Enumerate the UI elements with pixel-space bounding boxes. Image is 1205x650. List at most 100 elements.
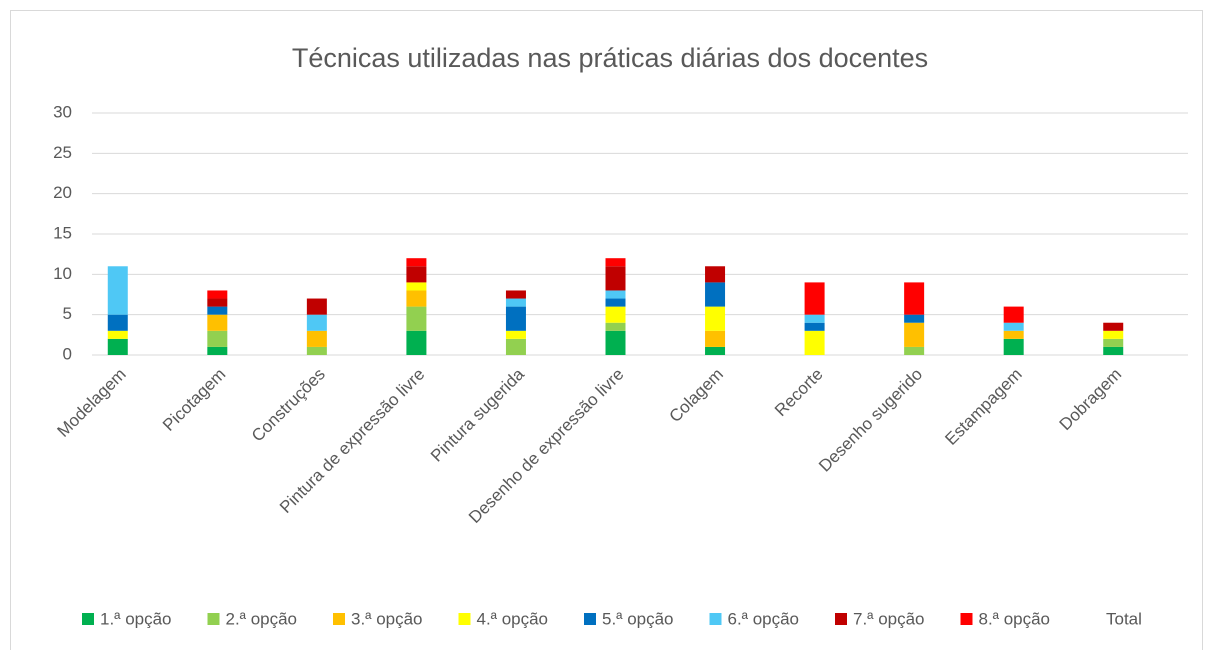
bar-segment <box>207 306 228 315</box>
bar-segment <box>705 266 726 283</box>
bar-segment <box>1003 322 1024 331</box>
legend-label: Total <box>1106 609 1142 628</box>
bar-segment <box>406 161 426 258</box>
x-tick-label: Modelagem <box>54 365 130 441</box>
bar-segment <box>406 290 427 307</box>
y-tick-label: 25 <box>53 143 72 162</box>
bar-segment <box>1004 258 1024 306</box>
x-tick-label: Dobragem <box>1056 365 1126 435</box>
bar-segment <box>1103 338 1124 347</box>
bar-segment <box>1103 290 1123 322</box>
bar-segment <box>207 346 228 355</box>
legend-label: 1.ª opção <box>100 609 172 628</box>
bar-segment <box>1103 346 1124 355</box>
bar-segment <box>705 346 726 355</box>
legend-label: 3.ª opção <box>351 609 423 628</box>
bar-segment <box>306 346 327 355</box>
legend-swatch <box>207 613 220 625</box>
bar-segment <box>505 290 526 299</box>
y-tick-label: 15 <box>53 223 72 242</box>
bar-segment <box>705 330 726 347</box>
bar-segment <box>506 226 526 291</box>
bar-segment <box>306 314 327 331</box>
bar-segment <box>904 282 925 315</box>
chart-frame <box>10 10 1203 650</box>
bar-segment <box>207 290 228 299</box>
bar-segment <box>207 314 228 331</box>
legend-label: 7.ª opção <box>853 609 925 628</box>
bar-segment <box>904 346 925 355</box>
bar-segment <box>705 178 725 267</box>
bar-segment <box>207 330 228 347</box>
bar-segment <box>605 330 626 355</box>
bar-segment <box>904 210 924 283</box>
bar-segment <box>805 210 825 283</box>
bar-segment <box>606 161 626 258</box>
legend-label: 5.ª opção <box>602 609 674 628</box>
legend-label: 4.ª opção <box>477 609 549 628</box>
legend-swatch <box>709 613 722 625</box>
legend-swatch <box>584 613 596 625</box>
chart-title: Técnicas utilizadas nas práticas diárias… <box>292 43 928 73</box>
bar-segment <box>605 322 626 331</box>
bar-segment <box>1103 330 1124 339</box>
x-tick-label: Construções <box>248 365 329 446</box>
legend-label: 8.ª opção <box>979 609 1051 628</box>
bar-segment <box>505 298 526 307</box>
bar-segment <box>605 290 626 299</box>
legend-swatch <box>458 613 471 625</box>
bar-segment <box>107 314 128 331</box>
legend-swatch <box>333 613 345 625</box>
bar-segment <box>306 298 327 315</box>
bar-segment <box>207 298 228 307</box>
bar-segment <box>1003 330 1024 339</box>
bar-segment <box>406 306 427 331</box>
bar-segment <box>406 266 427 283</box>
legend-swatch <box>82 613 94 625</box>
bar-segment <box>904 314 925 323</box>
bar-segment <box>107 338 128 355</box>
legend-swatch <box>960 613 973 625</box>
legend-label: 2.ª opção <box>226 609 298 628</box>
y-tick-label: 30 <box>53 102 72 121</box>
bar-segment <box>804 322 825 331</box>
bar-segment <box>1003 338 1024 355</box>
bar-segment <box>1103 322 1124 331</box>
x-tick-label: Pintura sugerida <box>427 364 528 465</box>
bar-segment <box>107 266 128 315</box>
bar-segment <box>406 258 427 267</box>
bar-segment <box>705 306 726 331</box>
bar-segment <box>705 282 726 307</box>
x-tick-label: Picotagem <box>159 365 229 435</box>
legend-swatch <box>835 613 847 625</box>
bar-segment <box>306 330 327 347</box>
bar-segment <box>307 242 327 298</box>
x-tick-label: Estampagem <box>941 365 1025 449</box>
x-tick-label: Desenho sugerido <box>815 365 926 476</box>
bar-segment <box>605 306 626 323</box>
bar-segment <box>207 226 227 291</box>
bar-segment <box>406 330 427 355</box>
bar-segment <box>505 306 526 331</box>
y-tick-label: 10 <box>53 264 72 283</box>
x-tick-label: Recorte <box>771 365 827 421</box>
bar-segment <box>406 282 427 291</box>
bar-segment <box>804 282 825 315</box>
bar-segment <box>605 298 626 307</box>
bar-segment <box>108 178 128 267</box>
bar-segment <box>904 322 925 347</box>
bar-segment <box>605 258 626 267</box>
bar-segment <box>605 266 626 291</box>
y-tick-label: 5 <box>63 304 72 323</box>
y-tick-label: 0 <box>63 344 72 363</box>
bar-segment <box>107 330 128 339</box>
bar-segment <box>505 330 526 339</box>
y-tick-label: 20 <box>53 183 72 202</box>
bar-segment <box>804 314 825 323</box>
bar-segment <box>804 330 825 355</box>
x-tick-label: Colagem <box>665 365 727 427</box>
bar-segment <box>505 338 526 355</box>
legend-label: 6.ª opção <box>728 609 800 628</box>
bar-segment <box>1003 306 1024 323</box>
